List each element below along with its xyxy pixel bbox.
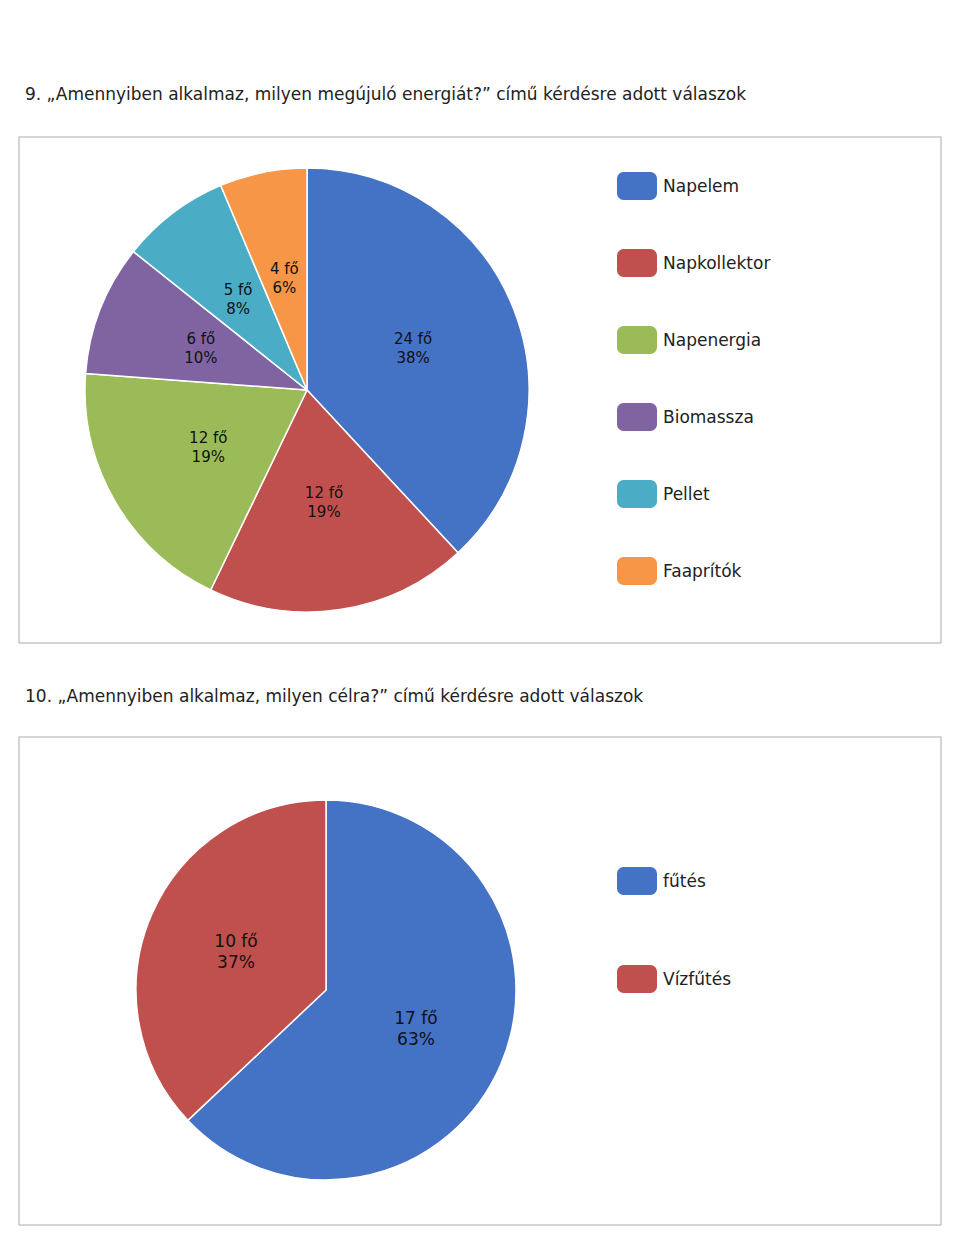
svg-text:6 fő: 6 fő	[186, 330, 215, 348]
svg-text:fűtés: fűtés	[663, 871, 706, 891]
svg-text:10. „Amennyiben alkalmaz, mily: 10. „Amennyiben alkalmaz, milyen célra?”…	[25, 686, 643, 706]
svg-text:63%: 63%	[397, 1029, 435, 1049]
svg-text:Vízfűtés: Vízfűtés	[663, 969, 731, 989]
svg-text:38%: 38%	[396, 349, 429, 367]
svg-text:17 fő: 17 fő	[394, 1008, 437, 1028]
svg-text:6%: 6%	[273, 279, 297, 297]
svg-text:Faaprítók: Faaprítók	[663, 561, 742, 581]
svg-text:8%: 8%	[226, 300, 250, 318]
svg-text:19%: 19%	[307, 503, 340, 521]
svg-text:Napenergia: Napenergia	[663, 330, 761, 350]
svg-text:Napelem: Napelem	[663, 176, 739, 196]
svg-text:12 fő: 12 fő	[305, 484, 343, 502]
svg-text:Napkollektor: Napkollektor	[663, 253, 770, 273]
svg-text:5 fő: 5 fő	[224, 281, 253, 299]
svg-text:10%: 10%	[184, 349, 217, 367]
svg-text:Biomassza: Biomassza	[663, 407, 754, 427]
svg-text:9. „Amennyiben alkalmaz, milye: 9. „Amennyiben alkalmaz, milyen megújuló…	[25, 84, 746, 104]
svg-text:24 fő: 24 fő	[394, 330, 432, 348]
svg-text:Pellet: Pellet	[663, 484, 710, 504]
svg-text:10 fő: 10 fő	[214, 931, 257, 951]
svg-text:37%: 37%	[217, 952, 255, 972]
svg-text:4 fő: 4 fő	[270, 260, 299, 278]
svg-text:12 fő: 12 fő	[189, 429, 227, 447]
svg-text:19%: 19%	[192, 448, 225, 466]
